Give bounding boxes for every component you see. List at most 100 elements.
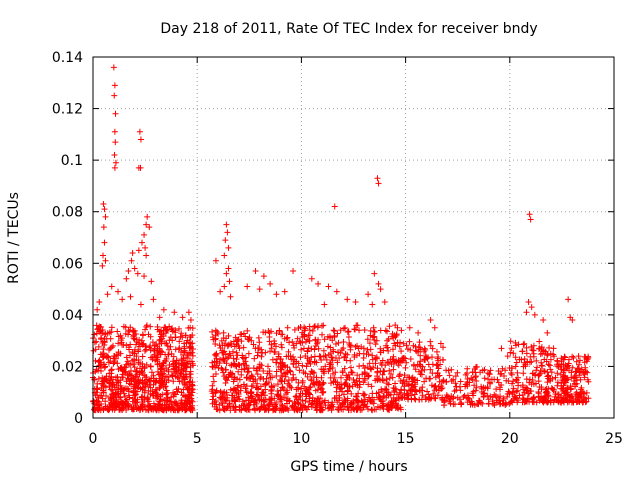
data-point xyxy=(220,356,227,363)
data-point xyxy=(577,376,584,383)
data-point xyxy=(112,159,119,166)
data-point xyxy=(270,382,277,389)
data-point xyxy=(108,374,115,381)
data-point xyxy=(417,387,424,394)
data-point xyxy=(367,346,374,353)
data-point xyxy=(407,356,414,363)
data-point xyxy=(256,286,263,293)
data-point xyxy=(421,366,428,373)
data-point xyxy=(219,393,226,400)
data-point xyxy=(321,370,328,377)
data-point xyxy=(142,343,149,350)
data-point xyxy=(170,358,177,365)
data-point xyxy=(236,396,243,403)
data-point xyxy=(350,376,357,383)
data-point xyxy=(326,403,333,410)
data-point xyxy=(93,322,100,329)
data-point xyxy=(282,405,289,412)
data-point xyxy=(334,359,341,366)
data-point xyxy=(309,400,316,407)
data-point xyxy=(125,403,132,410)
data-point xyxy=(352,298,359,305)
data-point xyxy=(580,369,587,376)
data-point xyxy=(274,391,281,398)
data-point xyxy=(225,244,232,251)
data-point xyxy=(537,351,544,358)
data-point xyxy=(141,273,148,280)
data-point xyxy=(468,374,475,381)
data-point xyxy=(262,406,269,413)
data-point xyxy=(440,357,447,364)
data-point xyxy=(384,359,391,366)
data-point xyxy=(139,353,146,360)
data-point xyxy=(460,394,467,401)
data-point xyxy=(134,270,141,277)
data-point xyxy=(299,362,306,369)
data-point xyxy=(100,377,107,384)
data-point xyxy=(372,360,379,367)
data-point xyxy=(100,346,107,353)
data-point xyxy=(560,385,567,392)
data-point xyxy=(186,339,193,346)
data-point xyxy=(525,298,532,305)
data-point xyxy=(558,366,565,373)
data-point xyxy=(398,327,405,334)
data-point xyxy=(342,379,349,386)
data-point xyxy=(385,359,392,366)
data-point xyxy=(309,369,316,376)
data-point xyxy=(318,404,325,411)
data-point xyxy=(95,358,102,365)
data-point xyxy=(286,339,293,346)
data-point xyxy=(509,391,516,398)
data-point xyxy=(96,404,103,411)
x-axis-label: GPS time / hours xyxy=(290,459,407,475)
data-point xyxy=(174,388,181,395)
data-point xyxy=(342,324,349,331)
data-point xyxy=(164,394,171,401)
data-point xyxy=(104,405,111,412)
data-point xyxy=(143,221,150,228)
data-point xyxy=(254,380,261,387)
data-point xyxy=(90,347,97,354)
data-point xyxy=(111,359,118,366)
data-point xyxy=(255,334,262,341)
data-point xyxy=(513,359,520,366)
data-point xyxy=(217,388,224,395)
data-point xyxy=(166,337,173,344)
y-tick-label: 0 xyxy=(74,411,83,427)
data-point xyxy=(106,383,113,390)
data-point xyxy=(571,373,578,380)
data-point xyxy=(221,407,228,414)
data-point xyxy=(222,380,229,387)
data-point xyxy=(472,369,479,376)
data-point xyxy=(184,355,191,362)
data-point xyxy=(354,372,361,379)
data-point xyxy=(283,397,290,404)
data-point xyxy=(103,392,110,399)
data-point xyxy=(417,352,424,359)
data-point xyxy=(390,360,397,367)
data-point xyxy=(235,368,242,375)
data-point xyxy=(353,393,360,400)
data-point xyxy=(390,385,397,392)
data-point xyxy=(533,364,540,371)
data-point xyxy=(94,401,101,408)
data-point xyxy=(427,366,434,373)
data-point xyxy=(543,385,550,392)
data-point xyxy=(429,370,436,377)
data-point xyxy=(245,394,252,401)
data-point xyxy=(99,262,106,269)
data-point xyxy=(524,395,531,402)
data-point xyxy=(384,328,391,335)
data-point xyxy=(223,270,230,277)
data-point xyxy=(329,354,336,361)
data-point xyxy=(329,364,336,371)
data-point xyxy=(481,375,488,382)
data-point xyxy=(411,395,418,402)
data-point xyxy=(218,365,225,372)
data-point xyxy=(577,393,584,400)
data-point xyxy=(401,372,408,379)
data-point xyxy=(338,374,345,381)
data-point xyxy=(112,389,119,396)
data-point xyxy=(301,324,308,331)
